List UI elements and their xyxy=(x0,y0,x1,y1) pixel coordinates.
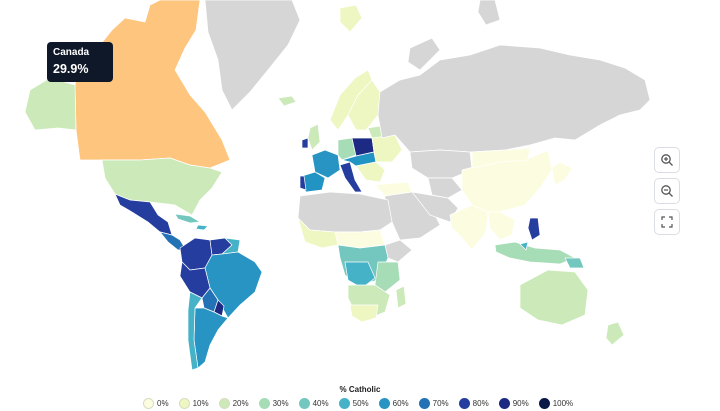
legend-item[interactable]: 40% xyxy=(298,398,329,409)
legend-label: 100% xyxy=(552,399,574,408)
legend-item[interactable]: 60% xyxy=(378,398,409,409)
region-caribbean[interactable] xyxy=(174,213,201,224)
region-north-africa[interactable] xyxy=(297,191,393,233)
legend-item[interactable]: 20% xyxy=(218,398,249,409)
legend-swatch xyxy=(218,398,230,409)
zoom-out-icon xyxy=(661,185,673,197)
region-madagascar[interactable] xyxy=(395,285,407,309)
legend-swatch xyxy=(378,398,390,409)
legend-swatch xyxy=(418,398,430,409)
tooltip-value: 29.9% xyxy=(53,62,89,76)
legend-swatch xyxy=(258,398,270,409)
legend-label: 40% xyxy=(312,399,329,408)
fullscreen-icon xyxy=(661,216,673,228)
region-korea-japan[interactable] xyxy=(551,161,573,186)
region-new-zealand[interactable] xyxy=(605,321,625,346)
region-mongolia[interactable] xyxy=(471,147,531,169)
zoom-out-button[interactable] xyxy=(654,178,680,204)
world-map[interactable] xyxy=(0,0,720,380)
legend-swatch xyxy=(338,398,350,409)
region-iceland[interactable] xyxy=(277,95,297,107)
legend-item[interactable]: 70% xyxy=(418,398,449,409)
legend-item[interactable]: 90% xyxy=(498,398,529,409)
region-baltics[interactable] xyxy=(367,125,383,139)
legend-swatch xyxy=(498,398,510,409)
legend-item[interactable]: 100% xyxy=(538,398,574,409)
region-drc[interactable] xyxy=(344,261,376,289)
legend-label: 60% xyxy=(392,399,409,408)
zoom-in-icon xyxy=(661,154,673,166)
region-png[interactable] xyxy=(564,257,585,269)
region-indonesia[interactable] xyxy=(494,241,576,265)
region-australia[interactable] xyxy=(519,269,589,326)
tooltip-country-name: Canada xyxy=(53,47,90,58)
region-alaska[interactable] xyxy=(24,77,77,131)
legend-swatch xyxy=(178,398,190,409)
fullscreen-button[interactable] xyxy=(654,209,680,235)
legend-label: 20% xyxy=(232,399,249,408)
region-arctic-islands-2[interactable] xyxy=(477,0,501,26)
region-arctic-islands-1[interactable] xyxy=(407,37,441,71)
region-canada[interactable] xyxy=(74,0,231,169)
legend-label: 50% xyxy=(352,399,369,408)
legend-item[interactable]: 50% xyxy=(338,398,369,409)
legend-swatch xyxy=(458,398,470,409)
legend-label: 80% xyxy=(472,399,489,408)
legend-item[interactable]: 30% xyxy=(258,398,289,409)
region-horn-africa[interactable] xyxy=(384,239,413,263)
legend-label: 90% xyxy=(512,399,529,408)
region-russia[interactable] xyxy=(377,44,651,153)
region-portugal[interactable] xyxy=(299,175,307,191)
legend-label: 70% xyxy=(432,399,449,408)
region-south-africa[interactable] xyxy=(349,304,379,323)
region-ireland[interactable] xyxy=(301,137,309,149)
region-chile[interactable] xyxy=(187,291,203,371)
legend-label: 10% xyxy=(192,399,209,408)
region-svalbard[interactable] xyxy=(339,4,363,33)
region-greenland[interactable] xyxy=(204,0,301,111)
region-east-africa[interactable] xyxy=(374,261,401,293)
country-tooltip: Canada 29.9% xyxy=(47,42,113,82)
legend: 0% 10% 20% 30% 40% 50% 60% 70% 80% 90% 100% xyxy=(143,398,583,409)
region-uk[interactable] xyxy=(307,123,321,151)
legend-label: 0% xyxy=(157,399,169,408)
region-philippines[interactable] xyxy=(527,217,541,241)
region-balkans[interactable] xyxy=(355,161,386,183)
region-se-asia[interactable] xyxy=(487,211,516,241)
legend-title: % Catholic xyxy=(339,385,381,394)
region-ukraine-belarus[interactable] xyxy=(371,134,403,163)
legend-item[interactable]: 0% xyxy=(143,398,169,409)
legend-swatch xyxy=(298,398,310,409)
legend-swatch xyxy=(538,398,550,409)
zoom-in-button[interactable] xyxy=(654,147,680,173)
legend-swatch xyxy=(143,398,154,409)
legend-item[interactable]: 80% xyxy=(458,398,489,409)
region-caribbean-2[interactable] xyxy=(195,224,209,231)
region-timor[interactable] xyxy=(519,241,529,251)
legend-item[interactable]: 10% xyxy=(178,398,209,409)
region-central-asia[interactable] xyxy=(427,177,463,199)
legend-label: 30% xyxy=(272,399,289,408)
region-germany[interactable] xyxy=(337,137,357,161)
region-argentina[interactable] xyxy=(193,307,229,369)
